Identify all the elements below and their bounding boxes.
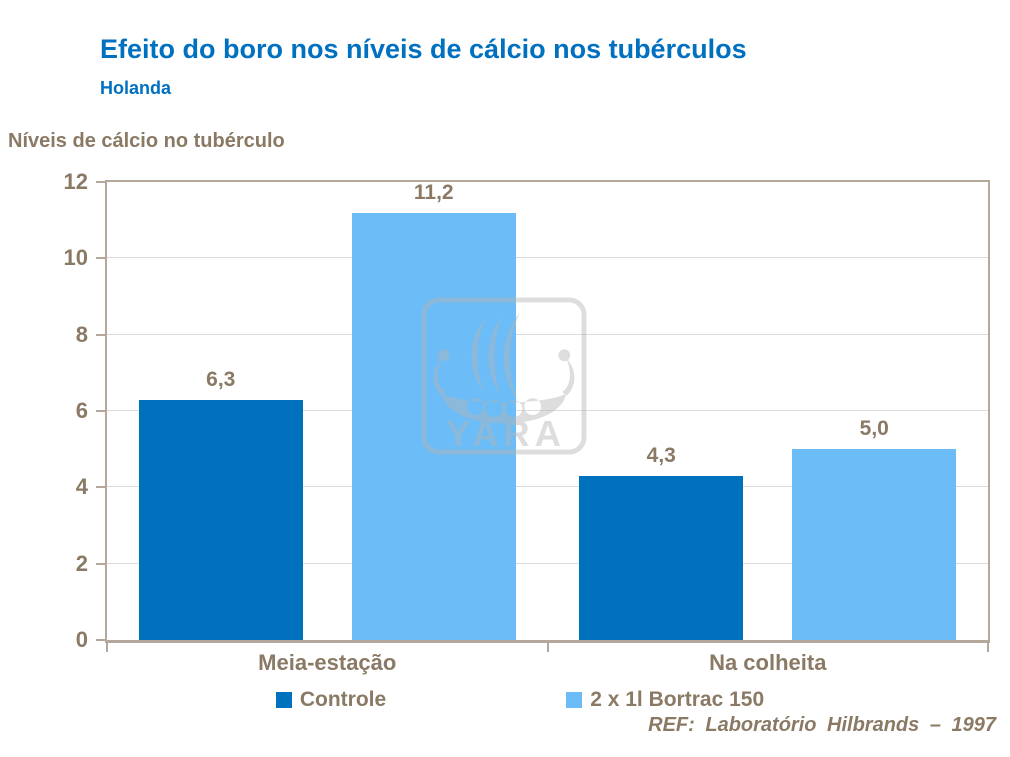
y-tick-label: 6 (75, 398, 88, 423)
chart-title: Efeito do boro nos níveis de cálcio nos … (100, 34, 747, 64)
y-tick-label: 2 (75, 550, 88, 576)
category-label: Na colheita (709, 650, 827, 675)
reference-text: REF: Laboratório Hilbrands – 1997 (648, 714, 996, 736)
gridline (107, 333, 988, 335)
legend: Controle 2 x 1l Bortrac 150 (0, 688, 1010, 712)
x-tick-mark (987, 643, 989, 652)
x-tick-mark (106, 643, 108, 652)
y-tick-mark (96, 639, 105, 641)
ship-sail-icon (488, 316, 503, 394)
bar (138, 399, 303, 640)
y-axis-title: Níveis de cálcio no tubérculo (8, 130, 285, 152)
bar-value-label: 4,3 (646, 443, 676, 467)
y-tick-label: 4 (75, 474, 88, 500)
legend-item: 2 x 1l Bortrac 150 (566, 688, 764, 712)
bar-value-label: 11,2 (413, 180, 454, 204)
y-tick-mark (96, 333, 105, 336)
y-tick-mark (96, 181, 105, 183)
gridline (107, 257, 988, 259)
bar (792, 449, 957, 640)
y-tick-mark (96, 410, 105, 412)
legend-item: Controle (275, 688, 387, 712)
bar (351, 212, 516, 640)
y-tick-label: 8 (75, 321, 88, 347)
bar (579, 475, 744, 640)
plot-area: YARA 6,3 11,2 4,3 5,0 (105, 180, 990, 643)
yara-logo-watermark: YARA (421, 297, 587, 455)
y-tick-label: 10 (63, 245, 88, 271)
legend-swatch-icon (275, 692, 292, 708)
watermark-border (421, 297, 587, 455)
ship-sail-icon (471, 318, 486, 392)
ship-stern-knob-icon (558, 349, 571, 362)
ship-prow-knob-icon (437, 349, 450, 362)
y-tick-label: 12 (63, 169, 88, 194)
y-tick-mark (96, 562, 105, 565)
ship-sail-icon (503, 312, 520, 400)
y-tick-mark (96, 257, 105, 260)
y-tick-label: 0 (75, 627, 88, 652)
legend-label: 2 x 1l Bortrac 150 (590, 688, 765, 711)
chart-subtitle: Holanda (100, 78, 172, 98)
gridline (107, 486, 988, 488)
ship-hull-icon (441, 393, 567, 424)
watermark-wordmark: YARA (446, 413, 566, 454)
ship-stern-icon (562, 358, 575, 396)
bar-value-label: 6,3 (206, 367, 236, 391)
gridline (107, 562, 988, 564)
legend-swatch-icon (566, 692, 583, 708)
y-tick-mark (96, 486, 105, 489)
bar-value-label: 5,0 (859, 417, 889, 441)
legend-label: Controle (299, 688, 387, 711)
gridline (107, 410, 988, 411)
ship-prow-icon (433, 358, 446, 396)
x-tick-mark (546, 643, 549, 652)
category-label: Meia-estação (258, 650, 397, 675)
